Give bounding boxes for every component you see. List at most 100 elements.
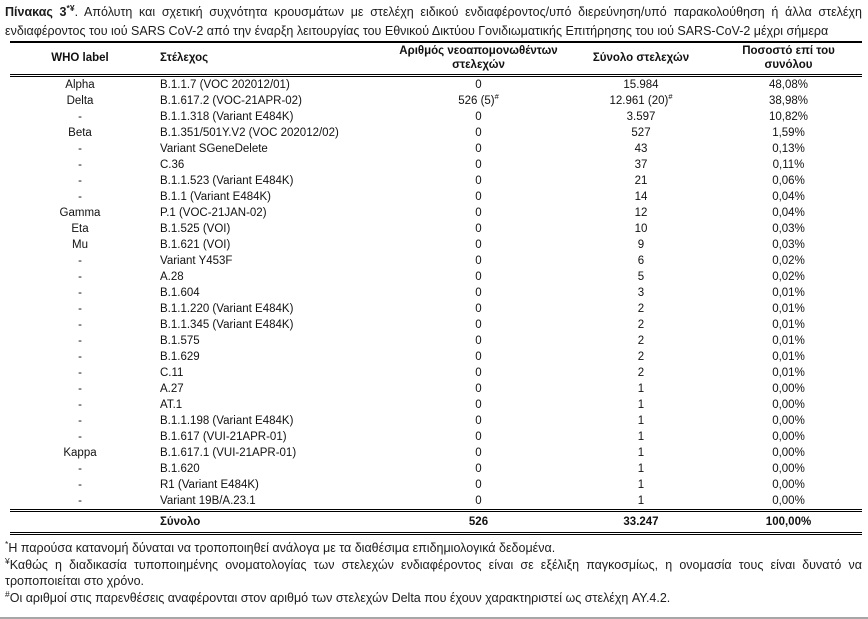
footnote-symbol-yen: ¥: [5, 555, 10, 566]
strain-cell-text: B.1.1.345 (Variant E484K): [160, 318, 294, 331]
strain-cell: B.1.575: [150, 333, 390, 349]
strain-cell: C.11: [150, 365, 390, 381]
who-label-cell-text: -: [78, 190, 82, 203]
who-label-cell-text: -: [78, 350, 82, 363]
strain-cell: Variant 19B/A.23.1: [150, 493, 390, 511]
total-cell: 12.961 (20)#: [567, 93, 715, 109]
new-isolates-cell: 0: [390, 461, 567, 477]
total-cell: 1: [567, 477, 715, 493]
percent-cell: 0,13%: [715, 141, 862, 157]
percent-cell: 0,00%: [715, 413, 862, 429]
total-new-isolates: 526: [390, 509, 567, 535]
who-label-cell-text: Mu: [72, 238, 88, 251]
table-header: WHO label Στέλεχος Αριθμός νεοαπομονωθέν…: [10, 42, 862, 77]
new-isolates-cell-text: 0: [475, 350, 482, 363]
new-isolates-cell: 0: [390, 333, 567, 349]
who-label-cell: -: [10, 189, 150, 205]
table-row: Beta B.1.351/501Y.V2 (VOC 202012/02) 0 527 1…: [10, 125, 862, 141]
bottom-divider: [0, 617, 868, 619]
strain-cell-text: B.1.617.1 (VUI-21APR-01): [160, 446, 297, 459]
total-row-spacer: [10, 509, 150, 535]
new-isolates-cell-text: 0: [475, 430, 482, 443]
footnote-nomenclature: ¥Καθώς η διαδικασία τυποποιημένης ονοματ…: [5, 555, 862, 590]
total-cell-text: 5: [637, 270, 645, 283]
strain-cell-text: AT.1: [160, 398, 183, 411]
total-cell-text: 43: [634, 142, 648, 155]
total-row-label: Σύνολο: [150, 509, 390, 535]
who-label-cell: -: [10, 269, 150, 285]
new-isolates-cell-text: 0: [475, 398, 482, 411]
strain-cell-text: B.1.617 (VUI-21APR-01): [160, 430, 287, 443]
new-isolates-cell-text: 0: [475, 222, 482, 235]
percent-cell: 0,00%: [715, 477, 862, 493]
total-cell-text: 21: [634, 174, 648, 187]
total-cell: 12: [567, 205, 715, 221]
strain-cell: Variant SGeneDelete: [150, 141, 390, 157]
col-header-new-isolates: Αριθμός νεοαπομονωθέντων στελεχών: [390, 42, 567, 77]
caption-text: . Απόλυτη και σχετική συχνότητα κρουσμάτ…: [5, 5, 862, 38]
total-cell-text: 2: [637, 350, 645, 363]
new-isolates-cell-text: 0: [475, 302, 482, 315]
total-cell: 1: [567, 429, 715, 445]
col-header-who-label: WHO label: [10, 42, 150, 77]
percent-cell-text: 0,00%: [772, 462, 805, 475]
total-cell-text: 2: [637, 334, 645, 347]
total-cell-text: 1: [637, 430, 645, 443]
total-cell-text: 527: [631, 126, 651, 139]
new-isolates-cell: 0: [390, 269, 567, 285]
percent-cell-text: 10,82%: [768, 110, 808, 123]
table-footer: Σύνολο 526 33.247 100,00%: [10, 509, 862, 535]
who-label-cell-text: -: [78, 334, 82, 347]
new-isolates-cell: 0: [390, 237, 567, 253]
table-body: Alpha B.1.1.7 (VOC 202012/01) 0 15.984 48,08…: [10, 76, 862, 511]
who-label-cell-text: Alpha: [65, 78, 95, 91]
strain-cell-text: B.1.525 (VOI): [160, 222, 231, 235]
total-cell: 5: [567, 269, 715, 285]
col-header-percent: Ποσοστό επί του συνόλου: [715, 42, 862, 77]
total-cell-text: 2: [637, 318, 645, 331]
total-percent: 100,00%: [715, 509, 862, 535]
total-cell-text: 12.961 (20): [609, 94, 669, 107]
total-cell: 1: [567, 413, 715, 429]
who-label-cell: -: [10, 349, 150, 365]
new-isolates-cell: 526 (5)#: [390, 93, 567, 109]
caption-superscript: *¥: [66, 2, 75, 13]
strain-cell-text: B.1.1.220 (Variant E484K): [160, 302, 294, 315]
who-label-cell: Gamma: [10, 205, 150, 221]
new-isolates-cell-text: 0: [475, 414, 482, 427]
percent-cell-text: 0,02%: [772, 254, 805, 267]
strain-cell: B.1.1.7 (VOC 202012/01): [150, 76, 390, 94]
new-isolates-cell-text: 0: [475, 318, 482, 331]
table-row: - B.1.1.345 (Variant E484K) 0 2 0,01%: [10, 317, 862, 333]
who-label-cell-text: -: [78, 478, 82, 491]
who-label-cell-text: -: [78, 158, 82, 171]
strain-cell-text: A.27: [160, 382, 184, 395]
strain-cell-text: B.1.1.523 (Variant E484K): [160, 174, 294, 187]
footnote-text: Καθώς η διαδικασία τυποποιημένης ονοματο…: [5, 557, 862, 589]
who-label-cell: -: [10, 173, 150, 189]
who-label-cell-text: -: [78, 270, 82, 283]
new-isolates-cell-text: 0: [475, 446, 482, 459]
strain-cell: Variant Y453F: [150, 253, 390, 269]
new-isolates-cell-text: 0: [475, 366, 482, 379]
total-cell-text: 1: [637, 414, 645, 427]
table-row: - B.1.629 0 2 0,01%: [10, 349, 862, 365]
percent-cell-text: 0,02%: [772, 270, 805, 283]
strain-cell-text: C.11: [160, 366, 184, 379]
strain-cell: B.1.525 (VOI): [150, 221, 390, 237]
table-row: - C.36 0 37 0,11%: [10, 157, 862, 173]
total-cell: 1: [567, 493, 715, 511]
total-cell-text: 1: [637, 446, 645, 459]
table-caption: Πίνακας 3*¥. Απόλυτη και σχετική συχνότη…: [5, 3, 862, 40]
strain-cell: B.1.1.345 (Variant E484K): [150, 317, 390, 333]
percent-cell: 0,01%: [715, 317, 862, 333]
percent-cell: 0,00%: [715, 445, 862, 461]
who-label-cell-text: -: [78, 302, 82, 315]
table-row: - A.28 0 5 0,02%: [10, 269, 862, 285]
strain-cell-text: B.1.1.318 (Variant E484K): [160, 110, 294, 123]
total-cell-text: 2: [637, 302, 645, 315]
total-cell: 2: [567, 333, 715, 349]
table-row: - AT.1 0 1 0,00%: [10, 397, 862, 413]
table-row: Delta B.1.617.2 (VOC-21APR-02) 526 (5)# 12.…: [10, 93, 862, 109]
percent-cell-text: 1,59%: [772, 126, 805, 139]
